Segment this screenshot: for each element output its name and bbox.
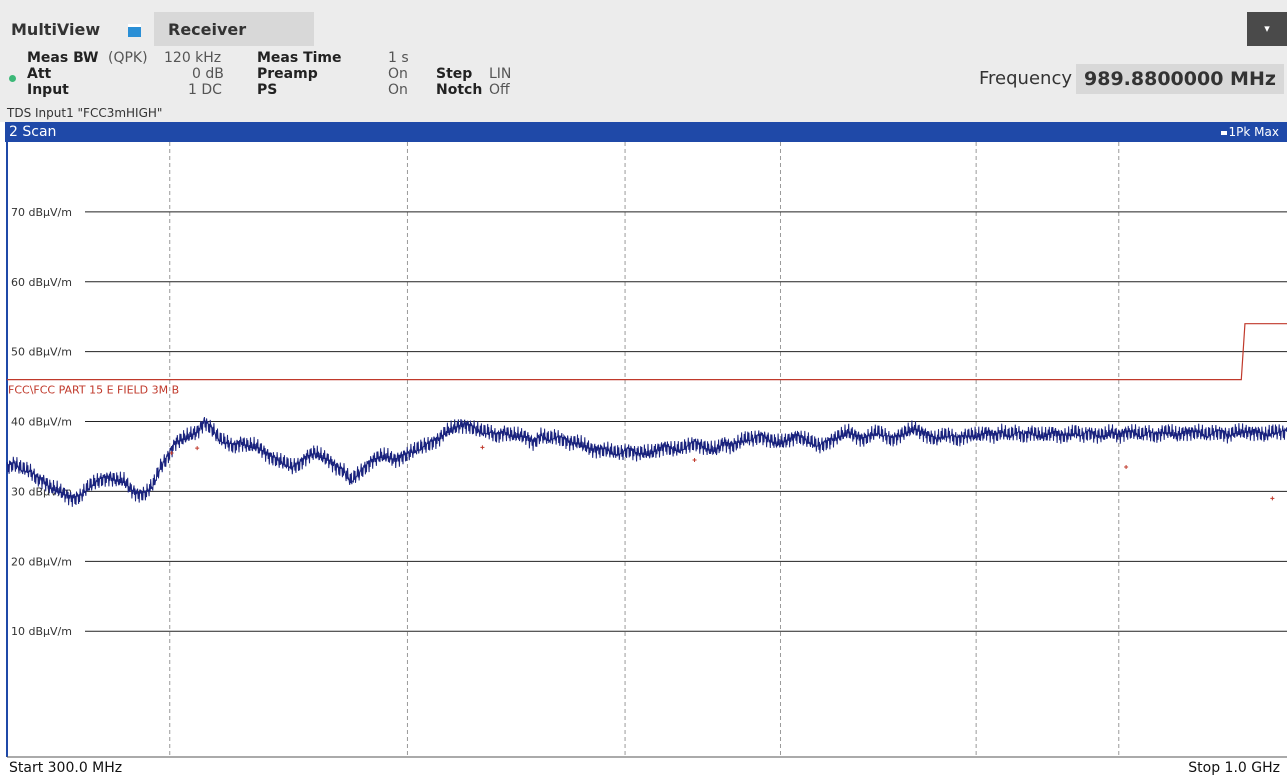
notch-value: Off xyxy=(489,82,510,98)
y-tick-label: 50 dBµV/m xyxy=(11,346,72,359)
att-value: 0 dB xyxy=(192,66,224,82)
chevron-down-icon: ▾ xyxy=(1264,22,1270,35)
input-label: Input xyxy=(27,82,69,98)
plot-area xyxy=(7,142,1287,757)
preamp-label: Preamp xyxy=(257,66,318,82)
meas-time-label: Meas Time xyxy=(257,50,342,66)
meas-time-value: 1 s xyxy=(388,50,409,66)
ps-label: PS xyxy=(257,82,278,98)
trace-legend-icon xyxy=(1220,130,1227,135)
horizontal-grid: 70 dBµV/m60 dBµV/m50 dBµV/m40 dBµV/m30 d… xyxy=(11,206,1287,638)
multiview-indicator-icon xyxy=(128,24,141,37)
preamp-value: On xyxy=(388,66,408,82)
limit-line xyxy=(7,323,1287,381)
frequency-label: Frequency xyxy=(979,68,1072,89)
scan-window-header[interactable]: 2 Scan 1Pk Max xyxy=(5,122,1287,142)
marker-point xyxy=(195,446,200,451)
meas-bw-mode: (QPK) xyxy=(108,50,148,66)
y-tick-label: 70 dBµV/m xyxy=(11,206,72,219)
vertical-grid xyxy=(169,142,1120,757)
tds-input-info: TDS Input1 "FCC3mHIGH" xyxy=(7,106,163,120)
meas-bw-value: 120 kHz xyxy=(164,50,222,66)
tab-receiver[interactable]: Receiver xyxy=(154,12,314,46)
top-bar: MultiView Receiver ▾ Meas BW (QPK) 120 k… xyxy=(0,0,1287,122)
y-tick-label: 20 dBµV/m xyxy=(11,555,72,568)
att-label: Att xyxy=(27,66,52,82)
marker-point xyxy=(169,450,174,455)
input-value: 1 DC xyxy=(188,82,222,98)
meas-bw-label: Meas BW xyxy=(27,50,99,66)
trace-1pk-max xyxy=(6,417,1287,507)
x-stop-label: Stop 1.0 GHz xyxy=(1188,760,1280,776)
ps-value: On xyxy=(388,82,408,98)
marker-point xyxy=(1270,496,1275,501)
scan-chart[interactable]: 70 dBµV/m60 dBµV/m50 dBµV/m40 dBµV/m30 d… xyxy=(0,142,1287,776)
marker-point xyxy=(480,445,485,450)
scan-window-title: 2 Scan xyxy=(9,124,57,140)
trace-legend: 1Pk Max xyxy=(1220,125,1279,139)
marker-point xyxy=(692,457,697,462)
trace-group xyxy=(6,417,1287,507)
trace-legend-label: 1Pk Max xyxy=(1228,125,1279,139)
y-tick-label: 40 dBµV/m xyxy=(11,416,72,429)
dropdown-button[interactable]: ▾ xyxy=(1247,12,1287,46)
frequency-value[interactable]: 989.8800000 MHz xyxy=(1076,64,1284,94)
x-start-label: Start 300.0 MHz xyxy=(9,760,122,776)
limit-line-group: FCC\FCC PART 15 E FIELD 3M B xyxy=(7,323,1287,397)
y-tick-label: 10 dBµV/m xyxy=(11,625,72,638)
tab-receiver-label: Receiver xyxy=(168,20,247,39)
step-value: LIN xyxy=(489,66,512,82)
limit-line-label: FCC\FCC PART 15 E FIELD 3M B xyxy=(8,384,179,397)
step-label: Step xyxy=(436,66,473,82)
markers-group xyxy=(169,445,1275,501)
att-status-icon xyxy=(9,75,16,82)
app-title: MultiView xyxy=(11,20,101,39)
notch-label: Notch xyxy=(436,82,483,98)
y-tick-label: 60 dBµV/m xyxy=(11,276,72,289)
marker-point xyxy=(1124,464,1129,469)
